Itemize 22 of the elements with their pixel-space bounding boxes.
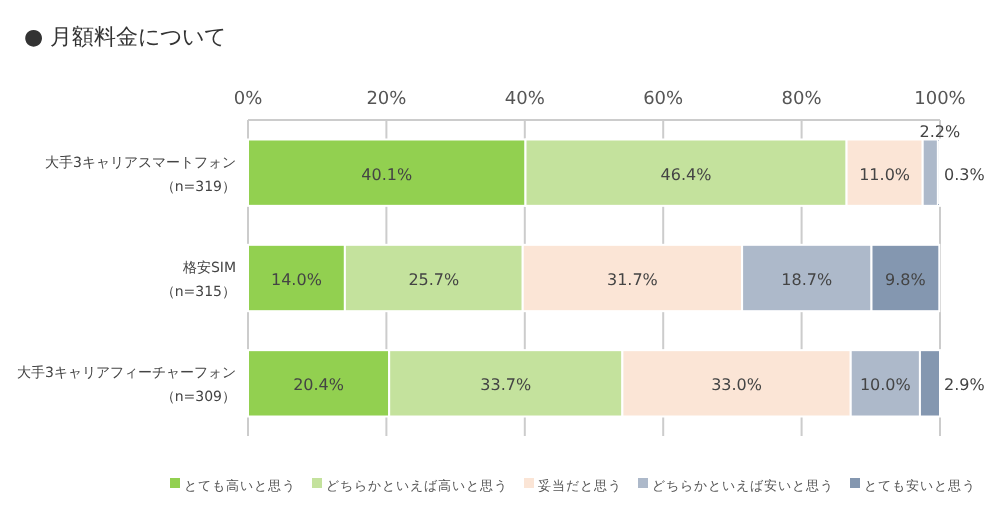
data-label: 2.9% [944, 376, 986, 395]
x-tick-label: 20% [366, 90, 408, 110]
data-label: 2.2% [919, 123, 962, 142]
data-label: 33.7% [480, 376, 532, 395]
chart-title: ● 月額料金について [24, 24, 227, 50]
data-label: 14.0% [271, 271, 323, 289]
x-tick-label: 100% [914, 90, 967, 110]
data-label: 25.7% [408, 271, 461, 289]
data-label: 9.8% [885, 271, 927, 289]
x-tick-label: 60% [643, 90, 685, 110]
data-label: 33.0% [711, 376, 763, 395]
data-label: 11.0% [859, 165, 911, 184]
x-tick-label: 0% [233, 90, 264, 110]
data-label: 18.7% [781, 271, 833, 289]
data-label: 20.4% [293, 376, 345, 395]
data-label: 10.0% [859, 376, 912, 395]
x-tick-label: 80% [781, 90, 823, 110]
data-label: 0.3% [944, 165, 986, 184]
x-tick-label: 40% [504, 90, 546, 110]
data-label: 40.1% [361, 165, 413, 184]
data-label: 46.4% [660, 165, 713, 184]
data-label: 31.7% [606, 271, 659, 289]
